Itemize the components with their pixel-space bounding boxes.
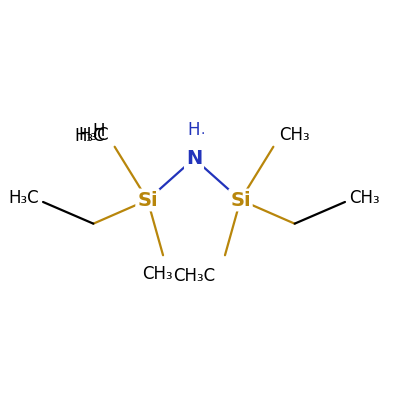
Text: H₃C: H₃C	[8, 189, 39, 207]
Text: CH₃: CH₃	[349, 189, 380, 207]
Text: H₃C: H₃C	[74, 127, 105, 145]
Text: H: H	[188, 121, 200, 139]
Text: H₃C: H₃C	[78, 126, 109, 144]
Text: Si: Si	[230, 190, 251, 210]
Text: Si: Si	[137, 190, 158, 210]
Text: N: N	[186, 149, 202, 168]
Text: CH₃: CH₃	[142, 265, 172, 283]
Text: H: H	[92, 122, 105, 140]
Text: CH₃C: CH₃C	[173, 267, 215, 285]
Text: CH₃: CH₃	[279, 126, 310, 144]
Text: ·: ·	[200, 127, 205, 141]
